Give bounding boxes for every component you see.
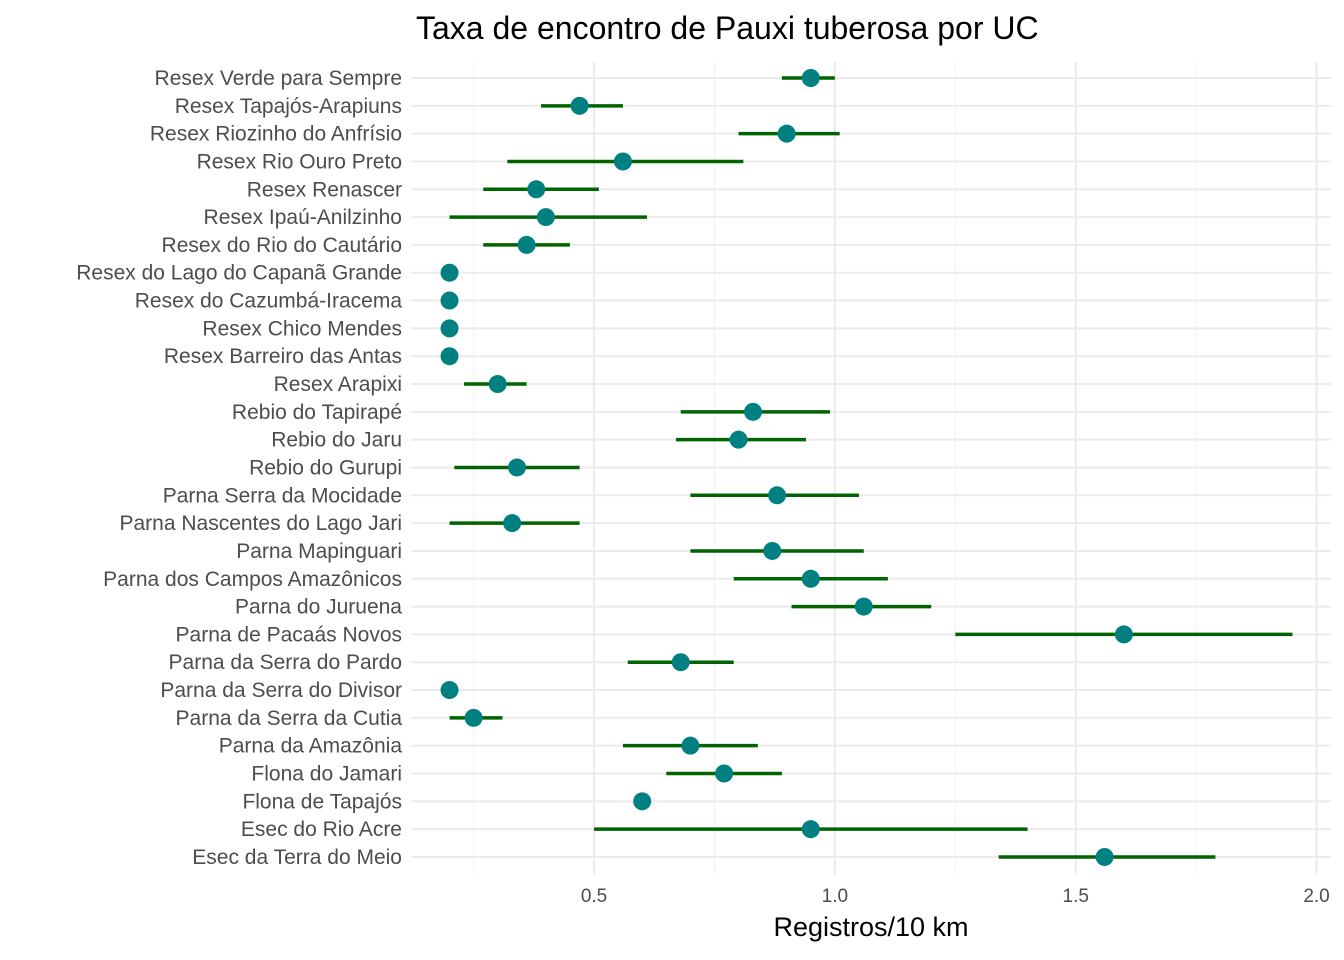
x-tick-label: 1.5: [1063, 886, 1089, 907]
y-tick-label: Parna Serra da Mocidade: [163, 484, 402, 507]
estimate-point: [633, 792, 652, 811]
marks-layer: [440, 69, 1293, 866]
estimate-point: [715, 764, 734, 783]
estimate-point: [801, 820, 820, 839]
estimate-point: [768, 486, 787, 505]
grid-layer: [411, 62, 1331, 875]
y-tick-label: Resex do Cazumbá-Iracema: [135, 290, 403, 313]
x-axis-label: Registros/10 km: [773, 912, 969, 942]
y-tick-label: Resex Arapixi: [274, 373, 402, 396]
estimate-point: [854, 597, 873, 616]
estimate-point: [681, 736, 700, 755]
y-tick-label: Parna Mapinguari: [236, 540, 402, 563]
y-tick-label: Resex Riozinho do Anfrísio: [150, 123, 402, 146]
estimate-point: [570, 96, 589, 115]
y-tick-label: Rebio do Gurupi: [249, 456, 402, 479]
y-tick-label: Parna Nascentes do Lago Jari: [119, 512, 402, 535]
estimate-point: [1114, 625, 1133, 644]
estimate-point: [488, 375, 507, 394]
y-axis: Resex Verde para Sempre Resex Tapajós-Ara…: [76, 67, 402, 869]
estimate-point: [763, 541, 782, 560]
estimate-point: [527, 180, 546, 199]
estimate-point: [536, 208, 555, 227]
estimate-point: [464, 708, 483, 727]
estimate-point: [613, 152, 632, 171]
estimate-point: [503, 514, 522, 533]
estimate-point: [517, 235, 536, 254]
y-tick-label: Parna da Serra do Divisor: [160, 679, 402, 702]
y-tick-label: Resex do Lago do Capanã Grande: [76, 262, 402, 285]
estimate-point: [440, 263, 459, 282]
y-tick-label: Resex Chico Mendes: [202, 317, 402, 340]
x-tick-label: 1.0: [822, 886, 848, 907]
estimate-point: [801, 569, 820, 588]
estimate-point: [801, 69, 820, 87]
x-axis-label-wrap: Registros/10 km: [0, 912, 1344, 943]
y-tick-label: Parna da Amazônia: [219, 735, 403, 758]
estimate-point: [507, 458, 526, 477]
estimate-point: [440, 681, 459, 700]
estimate-point: [743, 402, 762, 421]
estimate-point: [671, 653, 690, 672]
y-tick-label: Rebio do Jaru: [271, 429, 402, 452]
y-tick-label: Flona do Jamari: [251, 763, 402, 786]
y-tick-label: Rebio do Tapirapé: [232, 401, 402, 424]
y-tick-label: Parna da Serra do Pardo: [169, 651, 402, 674]
x-tick-label: 2.0: [1303, 886, 1329, 907]
x-tick-label: 0.5: [581, 886, 607, 907]
estimate-point: [440, 291, 459, 310]
y-tick-label: Parna da Serra da Cutia: [176, 707, 403, 730]
estimate-point: [440, 319, 459, 338]
y-tick-label: Resex Barreiro das Antas: [164, 345, 402, 368]
y-tick-label: Esec da Terra do Meio: [192, 846, 402, 869]
y-tick-label: Flona de Tapajós: [242, 790, 402, 813]
y-tick-label: Esec do Rio Acre: [241, 818, 402, 841]
estimate-point: [1095, 847, 1114, 866]
y-tick-label: Resex Ipaú-Anilzinho: [204, 206, 402, 229]
y-tick-label: Resex Rio Ouro Preto: [197, 150, 402, 173]
y-tick-label: Parna de Pacaás Novos: [176, 623, 402, 646]
y-tick-label: Parna do Juruena: [235, 596, 402, 619]
y-tick-label: Resex Renascer: [247, 178, 402, 201]
y-tick-label: Resex Verde para Sempre: [155, 67, 402, 90]
chart-title: Taxa de encontro de Pauxi tuberosa por U…: [416, 10, 1039, 46]
y-tick-label: Parna dos Campos Amazônicos: [103, 568, 402, 591]
y-tick-label: Resex Tapajós-Arapiuns: [175, 95, 402, 118]
estimate-point: [440, 347, 459, 366]
x-axis: 0.5 1.0 1.5 2.0: [581, 886, 1330, 907]
estimate-point: [729, 430, 748, 449]
y-tick-label: Resex do Rio do Cautário: [162, 234, 402, 257]
estimate-point: [777, 124, 796, 143]
